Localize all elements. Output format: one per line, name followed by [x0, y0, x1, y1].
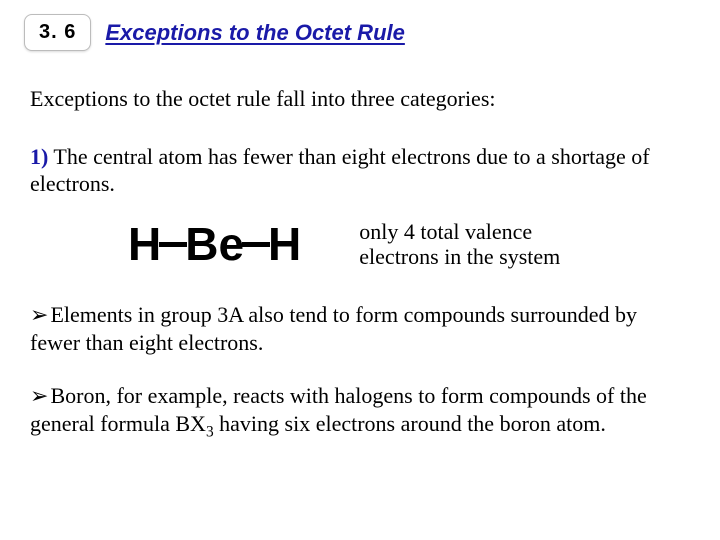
- section-header: 3. 6 Exceptions to the Octet Rule: [0, 0, 720, 51]
- intro-text: Exceptions to the octet rule fall into t…: [30, 85, 690, 113]
- section-number-badge: 3. 6: [24, 14, 91, 51]
- bullet-marker-icon: ➢: [30, 301, 48, 329]
- category-1: 1) The central atom has fewer than eight…: [30, 143, 690, 198]
- bullet-1: ➢Elements in group 3A also tend to form …: [30, 301, 690, 356]
- bond-icon: [159, 242, 187, 247]
- bullet-marker-icon: ➢: [30, 382, 48, 410]
- bullet-2-text-after: having six electrons around the boron at…: [214, 411, 606, 436]
- formula-row: H Be H only 4 total valence electrons in t…: [30, 216, 690, 274]
- subscript-3: 3: [206, 423, 214, 440]
- category-text: The central atom has fewer than eight el…: [30, 144, 650, 197]
- section-title: Exceptions to the Octet Rule: [105, 20, 405, 46]
- atom-h-right: H: [268, 218, 301, 270]
- bullet-1-text: Elements in group 3A also tend to form c…: [30, 302, 637, 355]
- bullet-2: ➢Boron, for example, reacts with halogen…: [30, 382, 690, 437]
- slide-content: Exceptions to the octet rule fall into t…: [0, 51, 720, 437]
- atom-h-left: H: [128, 218, 161, 270]
- atom-be: Be: [185, 218, 244, 270]
- bond-icon: [242, 242, 270, 247]
- category-number: 1): [30, 144, 48, 169]
- molecular-formula: H Be H: [128, 216, 301, 274]
- formula-note: only 4 total valence electrons in the sy…: [359, 219, 609, 270]
